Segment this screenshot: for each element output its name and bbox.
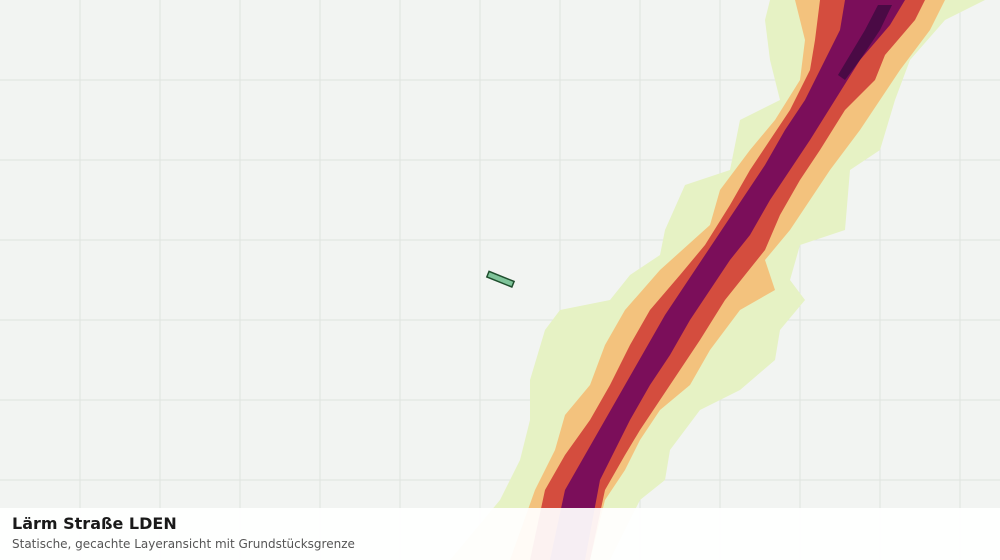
noise-band-very-high bbox=[550, 0, 905, 560]
parcel-boundary bbox=[485, 270, 516, 289]
noise-band-extreme bbox=[838, 5, 892, 80]
legend-title: Lärm Straße LDEN bbox=[12, 514, 177, 533]
legend-subtitle: Statische, gecachte Layeransicht mit Gru… bbox=[12, 537, 355, 551]
legend-panel: Lärm Straße LDEN Statische, gecachte Lay… bbox=[0, 508, 1000, 560]
